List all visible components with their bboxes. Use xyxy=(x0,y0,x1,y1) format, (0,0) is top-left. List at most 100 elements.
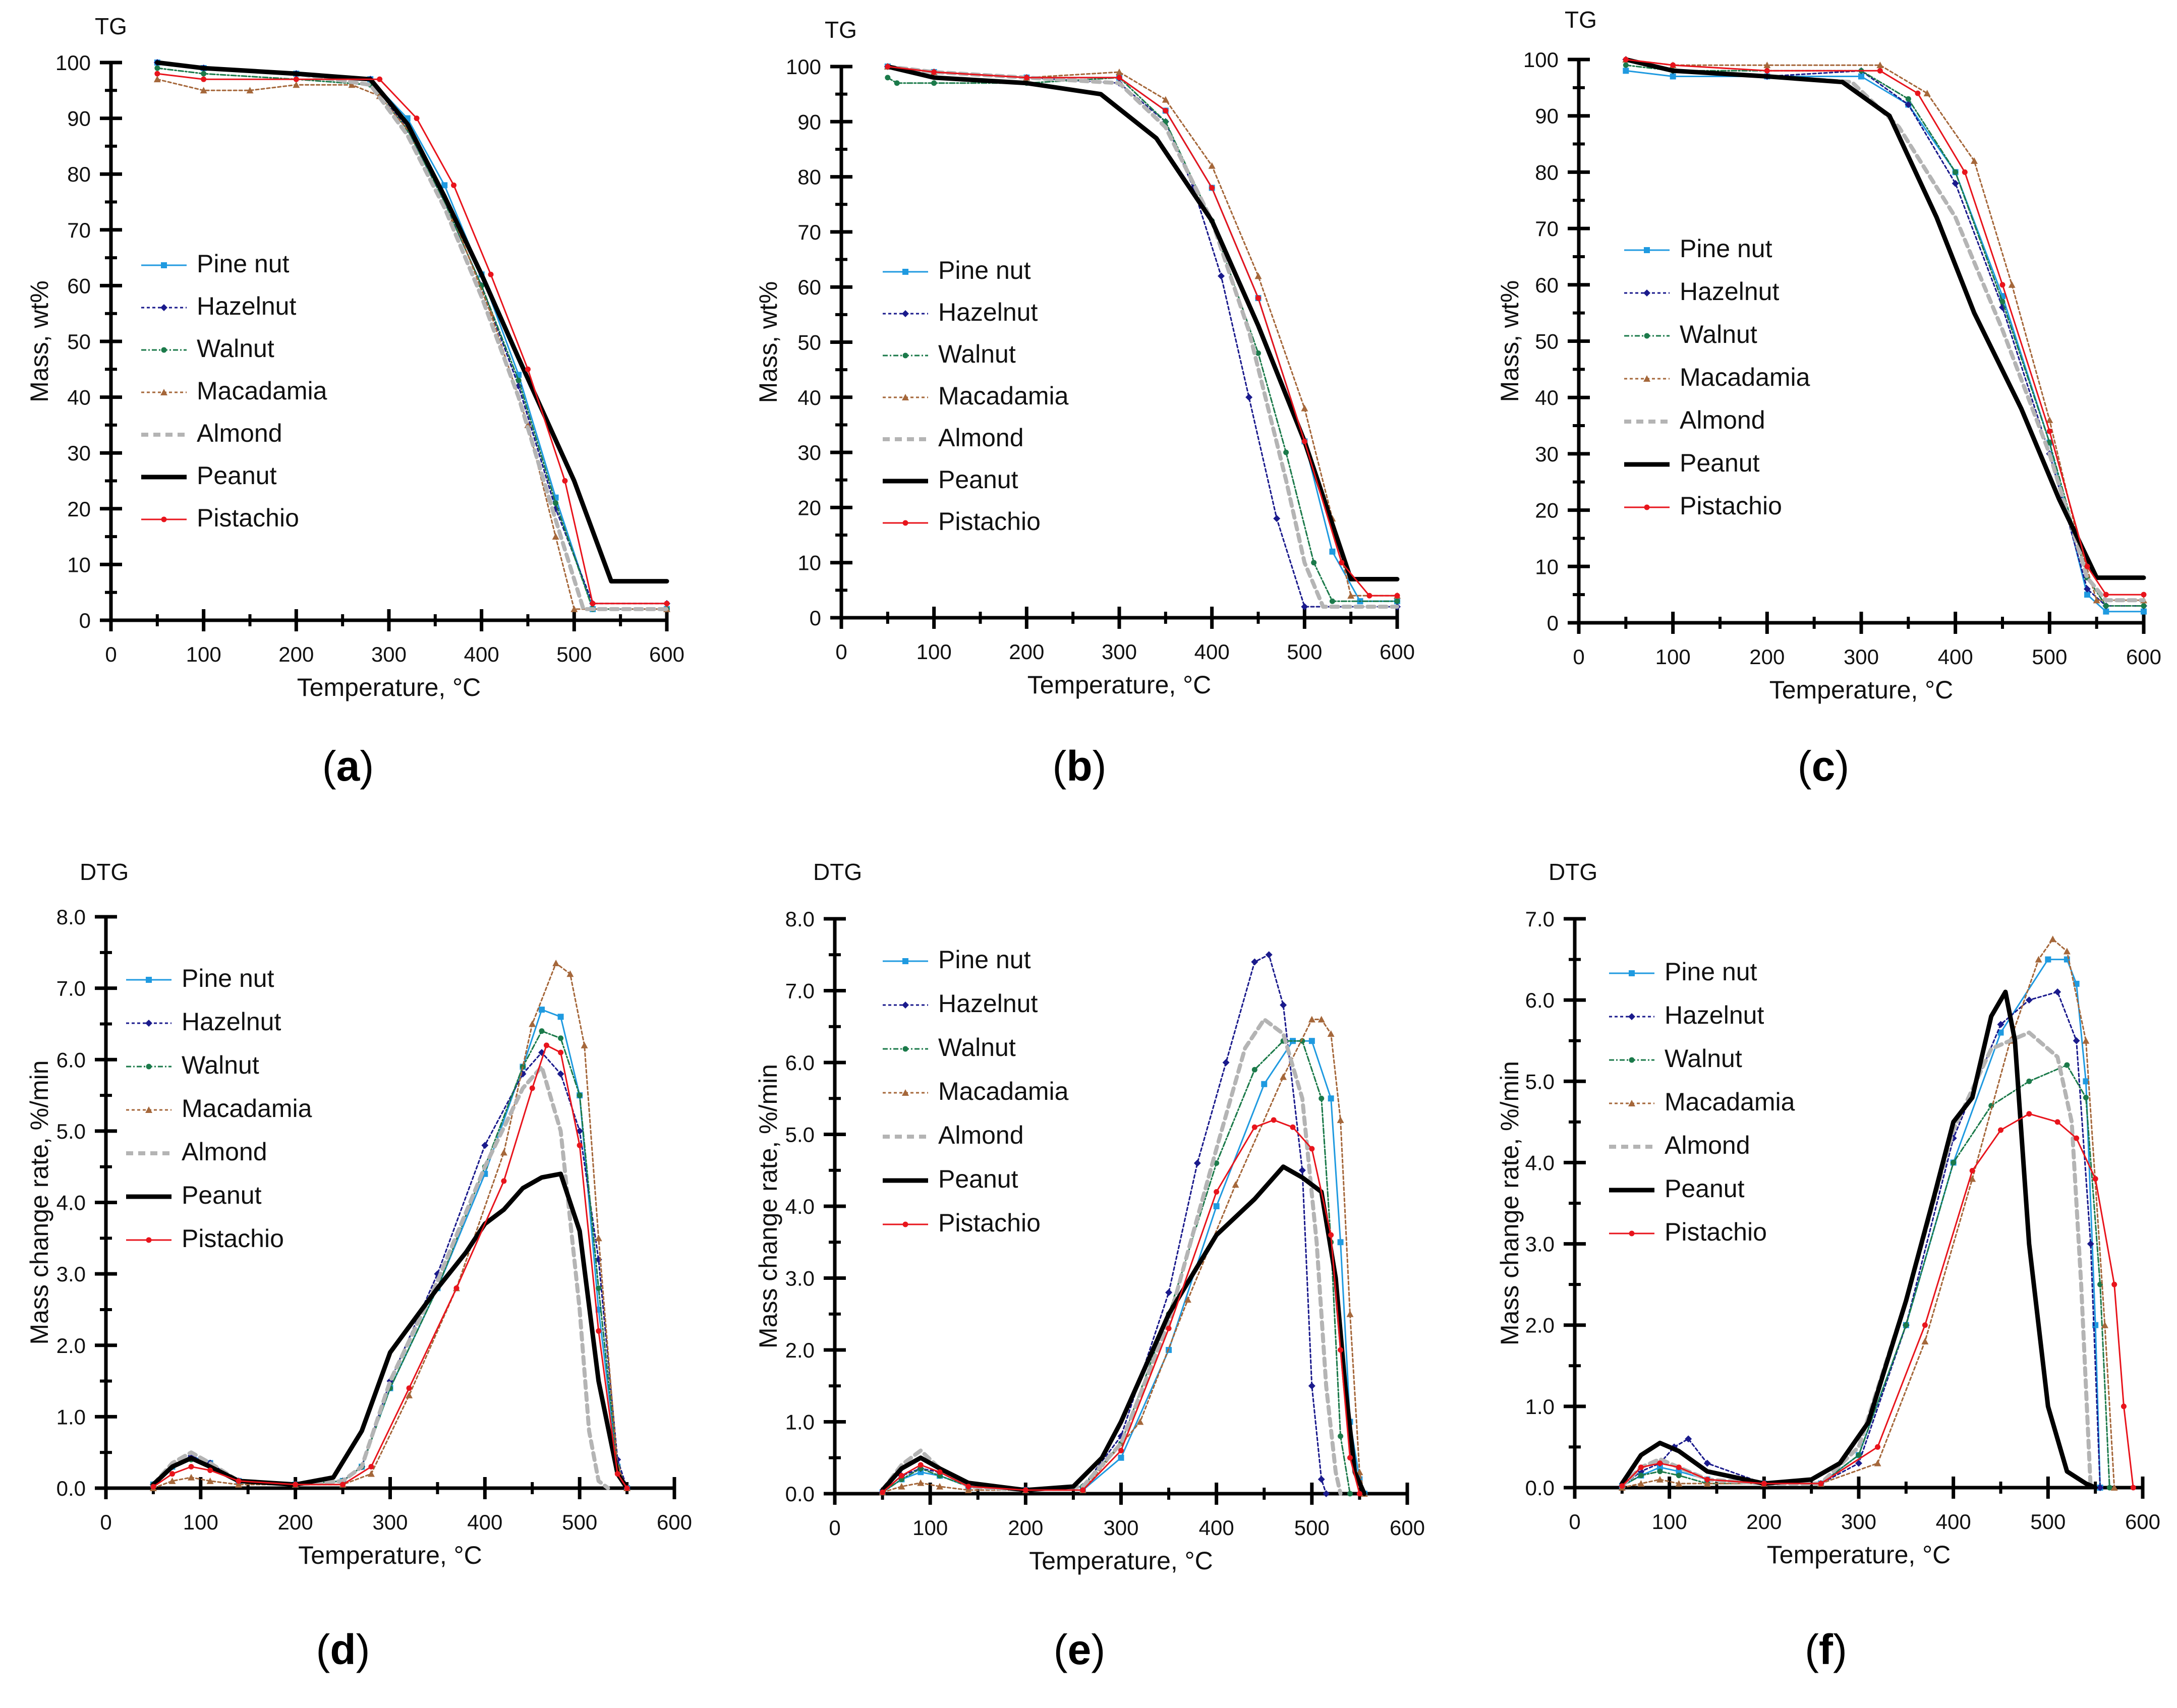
data-point xyxy=(154,65,160,71)
legend: Pine nut Hazelnut Walnut Macadamia Almond Pea… xyxy=(1624,234,1810,520)
data-point xyxy=(2035,956,2042,963)
series-pistachio xyxy=(880,1117,1362,1497)
data-point xyxy=(1213,1203,1220,1209)
y-axis-label: Mass change rate, %/min xyxy=(25,1060,53,1344)
data-point xyxy=(1323,1490,1330,1497)
data-point xyxy=(515,372,522,378)
data-point xyxy=(2130,1485,2136,1491)
legend-label: Almond xyxy=(1665,1131,1750,1159)
legend-label: Macadamia xyxy=(1665,1088,1795,1116)
legend-label: Macadamia xyxy=(938,382,1069,410)
data-point xyxy=(562,478,568,484)
data-point xyxy=(894,80,900,86)
data-point xyxy=(1670,62,1676,68)
data-point xyxy=(1255,350,1261,356)
legend-marker xyxy=(145,1020,152,1027)
data-point xyxy=(2054,1119,2060,1125)
data-point xyxy=(1328,1232,1334,1238)
x-tick-label: 600 xyxy=(649,642,684,666)
data-point xyxy=(246,87,254,94)
data-point xyxy=(936,1483,944,1490)
data-point xyxy=(558,1035,564,1041)
data-point xyxy=(1261,1081,1268,1087)
legend-item: Pine nut xyxy=(883,256,1031,284)
legend-label: Pistachio xyxy=(938,1209,1041,1237)
data-point xyxy=(1704,1477,1710,1483)
legend-item: Peanut xyxy=(883,465,1018,494)
legend-marker xyxy=(161,347,167,353)
y-tick-label: 70 xyxy=(1535,217,1559,241)
y-tick-label: 5.0 xyxy=(785,1123,815,1147)
data-point xyxy=(1969,1175,1976,1182)
panel-label: (d) xyxy=(316,1626,370,1673)
panel-e: DTG 0.0 1.0 2.0 3.0 4.0 5.0 6.0 7.0 8.0 0 100 200 300… xyxy=(754,859,1425,1673)
panel-c: TG 0 10 20 30 40 50 60 70 80 90 100 0 100 200 300 400 500… xyxy=(1496,7,2161,790)
legend-marker xyxy=(902,352,908,359)
data-point xyxy=(2082,1037,2090,1044)
data-point xyxy=(1703,1480,1711,1487)
x-tick-label: 300 xyxy=(372,1510,408,1534)
legend-item: Pine nut xyxy=(1624,234,1772,263)
y-tick-label: 8.0 xyxy=(785,907,815,931)
data-point xyxy=(2026,1111,2032,1117)
y-axis-label: Mass change rate, %/min xyxy=(1496,1061,1524,1345)
legend-label: Walnut xyxy=(1680,320,1757,348)
data-point xyxy=(525,366,531,372)
y-tick-label: 6.0 xyxy=(56,1048,86,1072)
legend-marker xyxy=(902,269,908,275)
data-point xyxy=(1319,1095,1325,1101)
data-point xyxy=(577,1092,583,1098)
y-tick-label: 20 xyxy=(1535,499,1559,522)
x-tick-label: 300 xyxy=(371,642,407,666)
data-point xyxy=(1670,73,1676,80)
chart-title: DTG xyxy=(1549,859,1597,885)
data-point xyxy=(500,1149,507,1156)
x-tick-label: 100 xyxy=(186,642,221,666)
data-point xyxy=(348,81,356,88)
legend-item: Almond xyxy=(126,1138,267,1166)
data-point xyxy=(406,1385,412,1391)
data-point xyxy=(1218,272,1225,280)
legend-label: Pine nut xyxy=(938,256,1031,284)
data-point xyxy=(596,1285,602,1291)
legend: Pine nut Hazelnut Walnut Macadamia Almond Pea… xyxy=(126,964,312,1253)
x-tick-label: 400 xyxy=(1938,645,1973,669)
data-point xyxy=(880,1489,886,1495)
data-point xyxy=(1214,1160,1220,1166)
data-point xyxy=(1317,1476,1325,1483)
data-point xyxy=(1356,1491,1362,1497)
data-point xyxy=(488,271,494,277)
y-axis-label: Mass change rate, %/min xyxy=(754,1064,782,1348)
legend-label: Hazelnut xyxy=(197,292,296,320)
x-tick-label: 500 xyxy=(1294,1516,1330,1540)
legend-marker xyxy=(161,262,167,268)
x-axis-label: Temperature, °C xyxy=(1767,1541,1951,1569)
data-point xyxy=(1118,1454,1124,1461)
data-point xyxy=(1327,1030,1335,1037)
data-point xyxy=(1818,1481,1824,1487)
y-axis-label: Mass, wt% xyxy=(754,281,782,403)
legend-marker xyxy=(902,1221,908,1227)
legend-marker xyxy=(902,310,909,317)
legend-item: Walnut xyxy=(883,340,1016,368)
series-peanut xyxy=(1623,57,2146,580)
y-tick-label: 80 xyxy=(797,165,821,189)
panel-label: (a) xyxy=(322,742,374,790)
series-line xyxy=(151,1065,610,1490)
x-tick-label: 500 xyxy=(1287,640,1322,664)
legend-label: Peanut xyxy=(1665,1174,1745,1203)
x-axis-label: Temperature, °C xyxy=(1027,671,1212,699)
y-tick-label: 40 xyxy=(797,386,821,409)
legend-item: Hazelnut xyxy=(883,989,1038,1018)
x-tick-label: 600 xyxy=(1380,640,1415,664)
data-point xyxy=(200,87,207,94)
series-pistachio xyxy=(154,71,670,607)
data-point xyxy=(1905,96,1911,102)
data-point xyxy=(1874,1459,1881,1466)
series-pistachio xyxy=(1623,56,2147,598)
y-tick-label: 0 xyxy=(810,606,821,630)
data-point xyxy=(1309,1146,1315,1152)
data-point xyxy=(2045,956,2051,963)
legend-label: Pistachio xyxy=(938,507,1041,536)
y-tick-label: 3.0 xyxy=(1525,1232,1555,1256)
